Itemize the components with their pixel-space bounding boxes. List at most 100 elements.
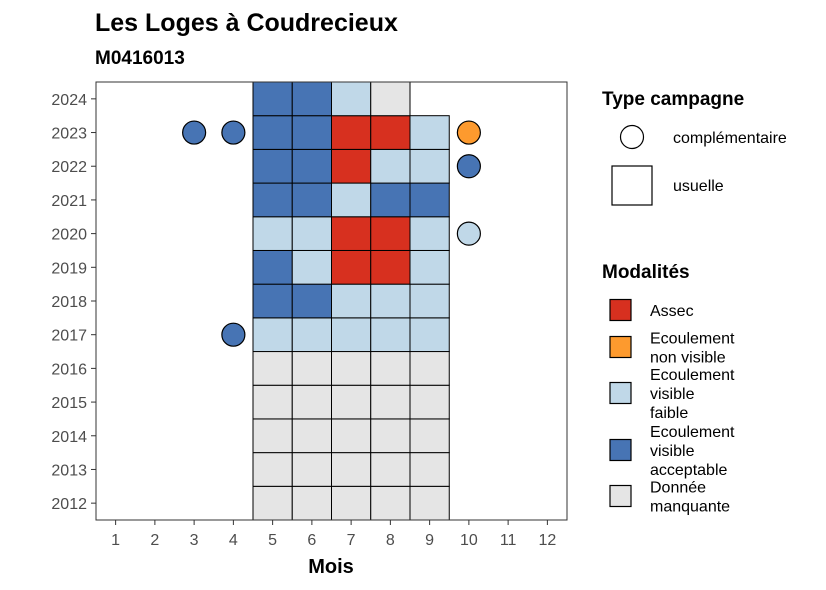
- tile-2021-6: [291, 182, 332, 218]
- tile-2017-7: [331, 317, 372, 353]
- y-tick-label: 2012: [51, 496, 87, 513]
- tile-2024-8: [370, 81, 411, 117]
- tile-2022-8: [370, 148, 411, 184]
- legend-label-non_visible: Ecoulement: [650, 331, 735, 348]
- tile-2017-6: [291, 317, 332, 353]
- tile-2017-5: [252, 317, 293, 353]
- y-tick-label: 2019: [51, 260, 87, 277]
- x-tick-label: 5: [268, 532, 277, 549]
- tile-2012-7: [331, 485, 372, 521]
- tile-2014-9: [409, 418, 450, 454]
- point-2022-10: [456, 154, 481, 179]
- tile-2024-5: [252, 81, 293, 117]
- y-tick-label: 2015: [51, 395, 87, 412]
- tile-2023-5: [252, 115, 293, 150]
- chart-subtitle: M0416013: [95, 48, 185, 69]
- x-tick-label: 12: [538, 532, 556, 549]
- y-tick-label: 2022: [51, 159, 87, 176]
- legend-label-faible: visible: [650, 386, 695, 403]
- legend-key-usuelle: [611, 165, 653, 206]
- legend-key-manquante: [609, 484, 632, 508]
- tile-2017-8: [370, 317, 411, 353]
- legend-key-non_visible: [609, 335, 632, 359]
- tile-2015-9: [409, 384, 450, 420]
- legend-modalites-title: Modalités: [602, 262, 690, 283]
- point-2023-10: [456, 120, 481, 145]
- point-2023-3: [182, 120, 207, 145]
- tile-2022-9: [409, 148, 450, 184]
- legend-label-non_visible: non visible: [650, 350, 726, 367]
- tile-2020-5: [252, 216, 293, 251]
- tile-2018-5: [252, 283, 293, 319]
- tile-2021-7: [331, 182, 372, 218]
- y-tick-label: 2017: [51, 328, 87, 345]
- legend-key-complementaire: [619, 124, 645, 150]
- tile-2020-6: [291, 216, 332, 251]
- tile-2018-9: [409, 283, 450, 319]
- tile-2020-8: [370, 216, 411, 251]
- tile-2024-7: [331, 81, 372, 117]
- tile-2012-9: [409, 485, 450, 521]
- x-tick-label: 3: [190, 532, 199, 549]
- tile-2012-8: [370, 485, 411, 521]
- x-tick-label: 11: [500, 532, 517, 549]
- tile-2019-9: [409, 249, 450, 285]
- tile-2015-5: [252, 384, 293, 420]
- legend-label-acceptable: Ecoulement: [650, 424, 735, 441]
- tile-2013-9: [409, 452, 450, 487]
- tile-2019-5: [252, 249, 293, 285]
- tile-2018-7: [331, 283, 372, 319]
- legend-type-campagne: Type campagne complémentaire usuelle: [602, 89, 787, 206]
- legend-label-assec: Assec: [650, 303, 694, 320]
- tile-2017-9: [409, 317, 450, 353]
- legend-label-complementaire: complémentaire: [673, 130, 787, 147]
- tile-2024-6: [291, 81, 332, 117]
- legend-label-acceptable: acceptable: [650, 462, 727, 479]
- tile-2014-7: [331, 418, 372, 454]
- legend-label-manquante: Donnée: [650, 480, 706, 497]
- tile-2016-8: [370, 351, 411, 386]
- legend-label-faible: Ecoulement: [650, 367, 735, 384]
- x-tick-label: 7: [347, 532, 356, 549]
- x-tick-label: 4: [229, 532, 238, 549]
- tile-2022-5: [252, 148, 293, 184]
- legend-key-acceptable: [609, 438, 632, 462]
- y-tick-label: 2013: [51, 462, 87, 479]
- tile-2012-5: [252, 485, 293, 521]
- tile-2023-8: [370, 115, 411, 150]
- tile-2021-5: [252, 182, 293, 218]
- legend-key-faible: [609, 381, 632, 405]
- tile-2013-5: [252, 452, 293, 487]
- tile-2020-7: [331, 216, 372, 251]
- x-axis-label: Mois: [308, 556, 354, 578]
- tile-2016-9: [409, 351, 450, 386]
- tile-2014-8: [370, 418, 411, 454]
- tile-2021-9: [409, 182, 450, 218]
- tile-2019-8: [370, 249, 411, 285]
- tile-2020-9: [409, 216, 450, 251]
- y-tick-label: 2018: [51, 294, 87, 311]
- tile-2016-5: [252, 351, 293, 386]
- tile-2019-6: [291, 249, 332, 285]
- y-tick-label: 2020: [51, 227, 87, 244]
- chart-title: Les Loges à Coudrecieux: [95, 9, 398, 37]
- tile-2015-7: [331, 384, 372, 420]
- y-tick-label: 2024: [51, 92, 87, 109]
- y-tick-label: 2016: [51, 361, 87, 378]
- tile-2015-8: [370, 384, 411, 420]
- x-tick-label: 9: [425, 532, 434, 549]
- legend-label-acceptable: visible: [650, 443, 695, 460]
- tile-2019-7: [331, 249, 372, 285]
- legend-campagne-title: Type campagne: [602, 89, 744, 110]
- tile-2023-6: [291, 115, 332, 150]
- tile-2014-5: [252, 418, 293, 454]
- y-tick-label: 2023: [51, 126, 87, 143]
- legend-label-usuelle: usuelle: [673, 178, 724, 195]
- x-tick-label: 6: [307, 532, 316, 549]
- tile-2016-7: [331, 351, 372, 386]
- x-tick-label: 2: [150, 532, 159, 549]
- tile-2023-9: [409, 115, 450, 150]
- tile-2015-6: [291, 384, 332, 420]
